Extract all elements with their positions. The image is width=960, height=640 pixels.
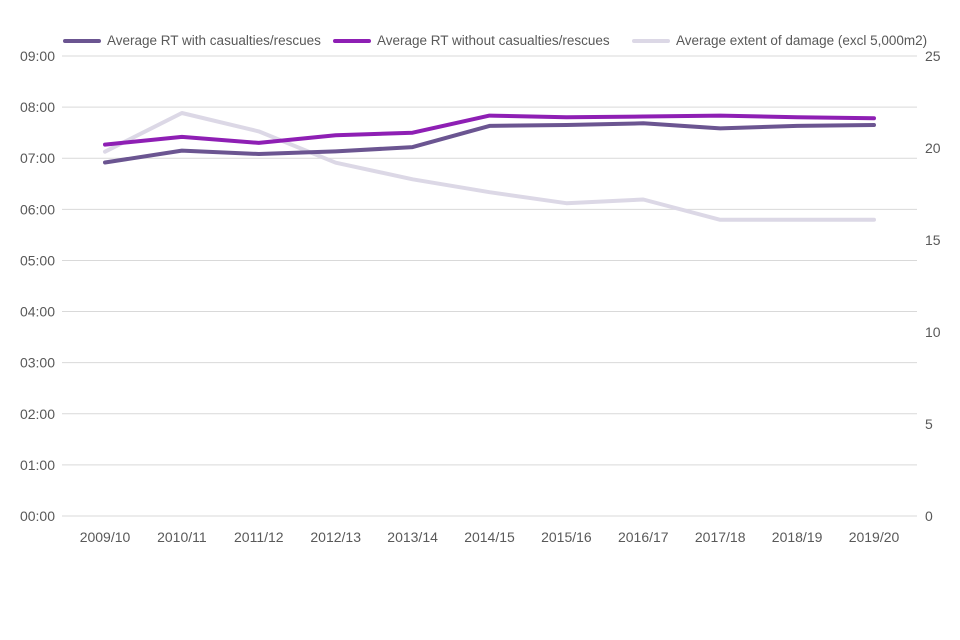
left-axis-tick: 03:00 (20, 355, 55, 371)
left-axis-tick: 06:00 (20, 201, 55, 217)
left-axis-tick: 01:00 (20, 457, 55, 473)
x-axis-label: 2019/20 (849, 529, 900, 545)
right-axis-tick: 0 (925, 508, 933, 524)
left-axis-tick: 00:00 (20, 508, 55, 524)
x-axis-label: 2013/14 (387, 529, 438, 545)
right-axis-tick: 15 (925, 232, 941, 248)
left-axis-tick: 02:00 (20, 406, 55, 422)
x-axis-label: 2015/16 (541, 529, 592, 545)
legend-item-rt-without-casualties: Average RT without casualties/rescues (333, 33, 610, 49)
x-axis-label: 2012/13 (310, 529, 361, 545)
series-line-1 (103, 113, 876, 147)
legend-swatch-rt-without-casualties (333, 39, 371, 43)
left-axis-tick: 08:00 (20, 99, 55, 115)
series-line-2 (103, 111, 876, 222)
right-axis-tick: 25 (925, 48, 941, 64)
x-axis-label: 2009/10 (80, 529, 131, 545)
legend-swatch-rt-with-casualties (63, 39, 101, 43)
left-axis-tick: 09:00 (20, 48, 55, 64)
left-axis-tick: 07:00 (20, 150, 55, 166)
right-axis-tick: 5 (925, 416, 933, 432)
x-axis-label: 2018/19 (772, 529, 823, 545)
x-axis-label: 2014/15 (464, 529, 515, 545)
series-line-0 (103, 121, 876, 165)
x-axis-label: 2016/17 (618, 529, 669, 545)
x-axis-label: 2017/18 (695, 529, 746, 545)
legend-swatch-extent-of-damage (632, 39, 670, 43)
left-axis-tick: 04:00 (20, 304, 55, 320)
right-axis-tick: 10 (925, 324, 941, 340)
right-axis-tick: 20 (925, 140, 941, 156)
legend-label-rt-without-casualties: Average RT without casualties/rescues (377, 33, 610, 48)
legend-item-extent-of-damage: Average extent of damage (excl 5,000m2) (632, 33, 927, 49)
chart-legend: Average RT with casualties/rescues Avera… (0, 33, 960, 49)
legend-label-rt-with-casualties: Average RT with casualties/rescues (107, 33, 321, 48)
legend-item-rt-with-casualties: Average RT with casualties/rescues (63, 33, 321, 49)
legend-label-extent-of-damage: Average extent of damage (excl 5,000m2) (676, 33, 928, 48)
x-axis-label: 2011/12 (234, 529, 284, 545)
left-axis-tick: 05:00 (20, 252, 55, 268)
x-axis-label: 2010/11 (157, 529, 207, 545)
